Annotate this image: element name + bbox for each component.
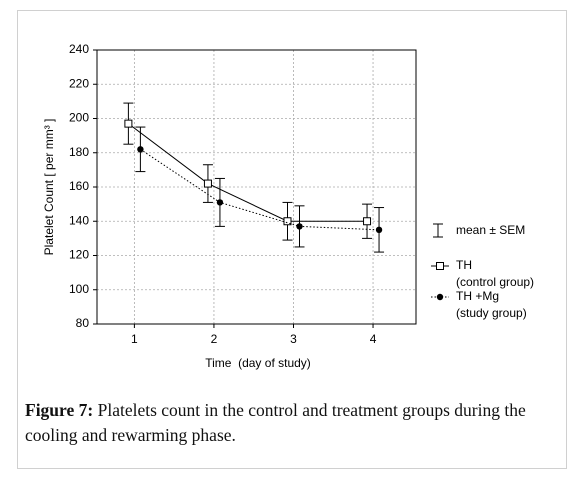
y-tick-label: 100 bbox=[69, 282, 89, 296]
marker bbox=[363, 217, 372, 226]
y-tick-label: 220 bbox=[69, 76, 89, 90]
caption-text: Platelets count in the control and treat… bbox=[25, 400, 526, 445]
caption-label: Figure 7: bbox=[25, 400, 94, 420]
x-axis-label: Time (day of study) bbox=[205, 356, 311, 370]
caption: Figure 7: Platelets count in the control… bbox=[25, 398, 565, 448]
marker bbox=[436, 293, 444, 301]
figure-frame bbox=[17, 10, 567, 469]
legend-label: TH bbox=[456, 258, 472, 272]
marker bbox=[203, 179, 212, 188]
x-tick-label: 4 bbox=[370, 332, 377, 346]
x-tick-label: 3 bbox=[290, 332, 297, 346]
y-tick-label: 160 bbox=[69, 179, 89, 193]
x-tick-label: 1 bbox=[131, 332, 138, 346]
chart: Time (day of study) Platelet Count [ per… bbox=[42, 42, 534, 370]
marker bbox=[124, 119, 133, 128]
y-tick-label: 240 bbox=[69, 42, 89, 56]
legend-label: TH +Mg bbox=[456, 289, 499, 303]
marker bbox=[296, 223, 303, 230]
plot-border bbox=[96, 49, 417, 325]
x-tick-label: 2 bbox=[211, 332, 218, 346]
legend-label: mean ± SEM bbox=[456, 223, 525, 237]
y-tick-label: 80 bbox=[76, 316, 90, 330]
marker bbox=[436, 262, 444, 270]
y-tick-label: 180 bbox=[69, 145, 89, 159]
marker bbox=[375, 226, 383, 234]
y-tick-label: 140 bbox=[69, 213, 89, 227]
series-line bbox=[140, 148, 380, 231]
y-tick-label: 120 bbox=[69, 248, 89, 262]
series-line bbox=[128, 123, 368, 222]
legend-description: (study group) bbox=[456, 306, 527, 320]
legend-description: (control group) bbox=[456, 275, 534, 289]
y-axis-label: Platelet Count [ per mm³ ] bbox=[42, 119, 56, 256]
y-tick-label: 200 bbox=[69, 111, 89, 125]
marker bbox=[216, 199, 224, 206]
plot-area bbox=[97, 50, 416, 324]
marker bbox=[137, 146, 144, 153]
